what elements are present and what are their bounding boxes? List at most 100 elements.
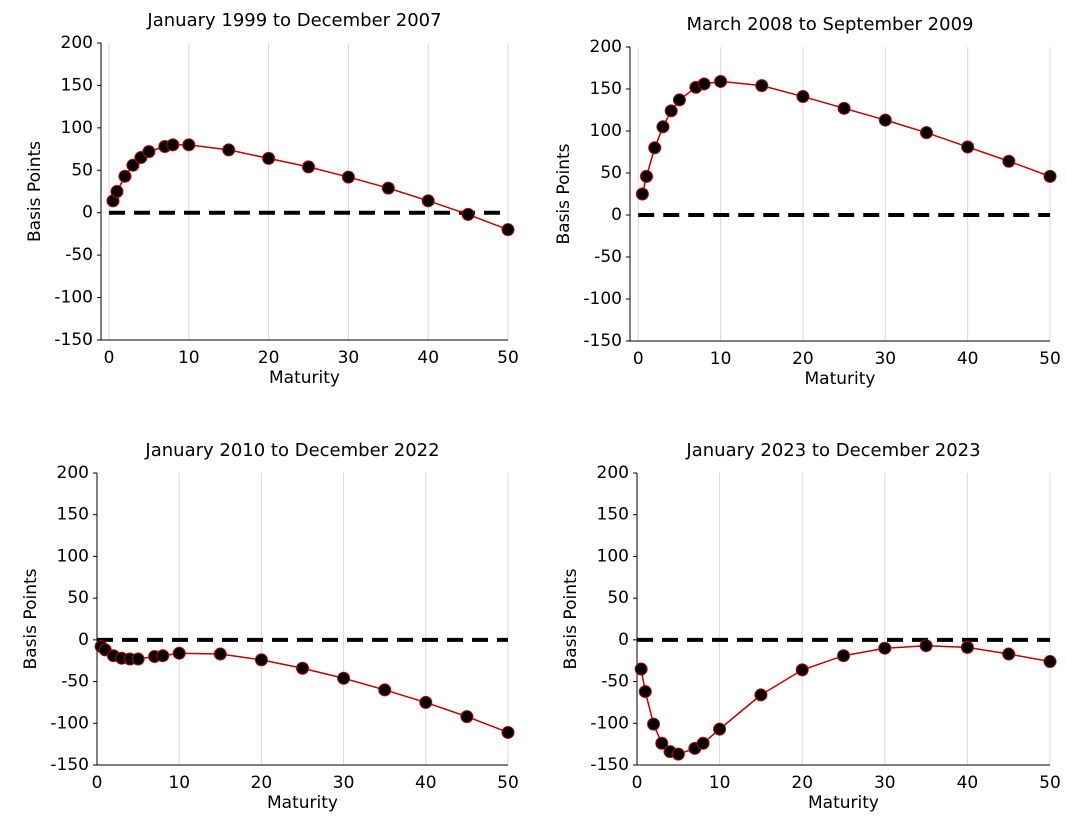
x-tick-label: 0 xyxy=(104,348,115,368)
data-point xyxy=(213,647,227,661)
data-point xyxy=(713,722,727,736)
series-line xyxy=(112,144,509,231)
data-point xyxy=(755,79,769,93)
panel: 0 10 20 30 40 50 -150 -100 -50 0 50 100 150 200 March … xyxy=(554,14,1061,389)
data-point xyxy=(878,641,892,655)
y-tick-label: 0 xyxy=(611,205,622,225)
y-tick-label: 100 xyxy=(597,546,629,566)
x-tick-label: 40 xyxy=(417,348,439,368)
y-tick-label: -100 xyxy=(583,289,622,309)
data-point xyxy=(172,646,186,660)
y-tick-label: -150 xyxy=(583,331,622,351)
x-axis-label: Maturity xyxy=(808,793,879,813)
data-point xyxy=(697,77,711,91)
data-point xyxy=(262,151,276,165)
x-axis-label: Maturity xyxy=(267,793,338,813)
y-tick-label: 50 xyxy=(607,588,629,608)
data-point xyxy=(655,736,669,750)
y-tick-label: 0 xyxy=(618,630,629,650)
data-point xyxy=(142,145,156,159)
data-point xyxy=(110,185,124,198)
data-point xyxy=(182,138,196,152)
data-point xyxy=(126,158,140,172)
x-tick-label: 0 xyxy=(92,773,103,793)
y-tick-label: -50 xyxy=(65,245,93,265)
y-tick-label: 50 xyxy=(600,163,622,183)
data-point xyxy=(1043,655,1057,669)
y-tick-label: 200 xyxy=(597,463,629,483)
y-axis-label: Basis Points xyxy=(25,141,45,242)
y-axis-label: Basis Points xyxy=(554,143,574,244)
data-point xyxy=(795,663,809,677)
y-tick-label: -50 xyxy=(61,672,89,692)
x-tick-label: 40 xyxy=(957,773,979,793)
data-point xyxy=(837,649,850,663)
data-point xyxy=(837,101,851,115)
data-point xyxy=(296,661,309,675)
x-tick-label: 20 xyxy=(792,349,814,369)
x-tick-label: 50 xyxy=(497,348,519,368)
data-point xyxy=(254,653,268,667)
data-point xyxy=(878,113,892,127)
data-point xyxy=(166,138,180,152)
y-tick-label: -50 xyxy=(601,672,629,692)
x-tick-label: 40 xyxy=(415,773,437,793)
chart-title: January 1999 to December 2007 xyxy=(146,10,441,31)
x-tick-label: 30 xyxy=(338,348,360,368)
y-axis-label: Basis Points xyxy=(21,568,41,669)
panel: 0 10 20 30 40 50 -150 -100 -50 0 50 100 150 200 Januar… xyxy=(21,440,519,813)
data-point xyxy=(696,736,710,750)
y-tick-label: 100 xyxy=(61,118,93,138)
data-point xyxy=(421,194,435,208)
data-point xyxy=(419,695,433,709)
y-tick-label: 100 xyxy=(590,121,622,141)
y-tick-label: 50 xyxy=(67,588,89,608)
data-point xyxy=(919,126,933,140)
y-tick-label: 200 xyxy=(590,37,622,57)
data-point xyxy=(381,181,395,195)
data-point xyxy=(672,93,686,107)
data-point xyxy=(1043,169,1057,183)
y-tick-label: 150 xyxy=(57,505,89,525)
y-axis-label: Basis Points xyxy=(561,568,581,669)
y-tick-label: -100 xyxy=(50,713,89,733)
x-axis-label: Maturity xyxy=(269,368,340,388)
x-tick-label: 20 xyxy=(258,348,280,368)
x-tick-label: 10 xyxy=(709,773,731,793)
data-point xyxy=(754,688,768,702)
series-line xyxy=(641,80,1051,195)
data-point xyxy=(635,187,649,201)
data-point xyxy=(1002,647,1016,661)
data-point xyxy=(118,169,132,183)
data-point xyxy=(714,74,728,88)
data-point xyxy=(501,223,515,237)
x-tick-label: 10 xyxy=(168,773,190,793)
data-point xyxy=(1002,154,1016,168)
data-point xyxy=(960,640,974,654)
y-tick-label: -100 xyxy=(590,713,629,733)
y-tick-label: -100 xyxy=(54,288,93,308)
x-tick-label: 40 xyxy=(957,349,979,369)
y-tick-label: 150 xyxy=(61,75,93,95)
data-point xyxy=(378,683,392,697)
x-tick-label: 10 xyxy=(178,348,200,368)
chart-title: January 2023 to December 2023 xyxy=(685,440,980,461)
y-tick-label: 200 xyxy=(61,33,93,53)
y-tick-label: 100 xyxy=(57,546,89,566)
data-point xyxy=(461,207,475,221)
data-point xyxy=(341,170,355,184)
y-tick-label: 0 xyxy=(82,203,93,223)
x-tick-label: 10 xyxy=(710,349,732,369)
data-point xyxy=(648,141,662,155)
panel: 0 10 20 30 40 50 -150 -100 -50 0 50 100 150 200 Januar… xyxy=(25,10,519,388)
data-point xyxy=(156,649,170,663)
data-point xyxy=(796,90,810,104)
y-tick-label: 0 xyxy=(78,630,89,650)
data-point xyxy=(634,662,648,676)
data-point xyxy=(337,671,351,685)
x-tick-label: 20 xyxy=(791,773,813,793)
data-point xyxy=(639,169,653,183)
x-tick-label: 0 xyxy=(633,349,644,369)
data-point xyxy=(961,140,975,154)
